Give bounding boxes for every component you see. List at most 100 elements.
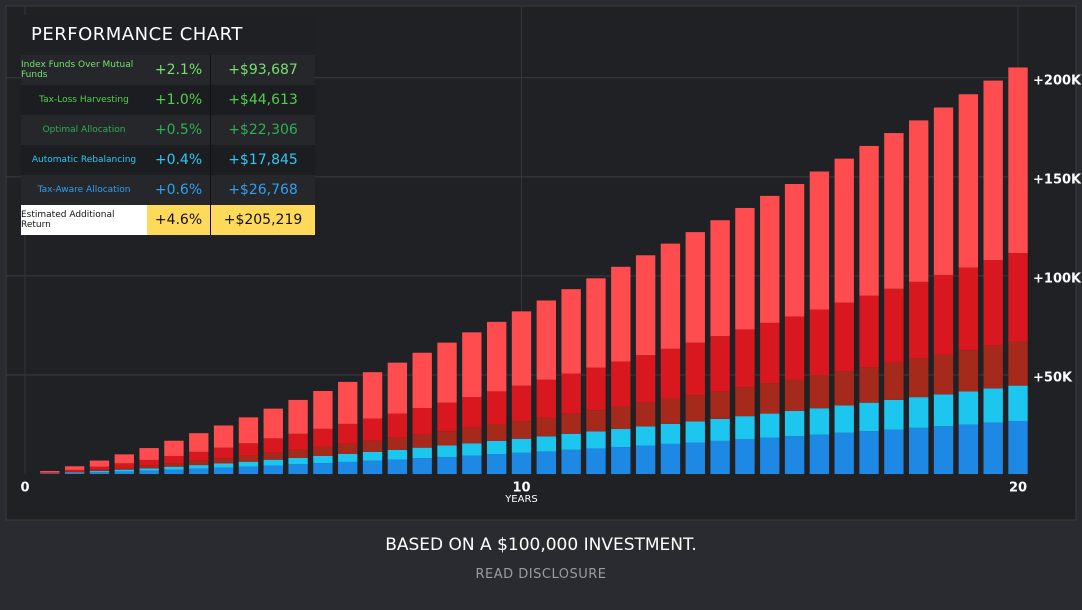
bar-segment	[958, 391, 979, 425]
row-amount: +$17,845	[228, 152, 298, 168]
bar-segment	[486, 391, 507, 425]
row-percent: +0.4%	[147, 145, 211, 175]
bar-segment	[735, 207, 755, 330]
bar-segment	[760, 383, 780, 414]
bar-segment	[238, 455, 259, 462]
bar-segment	[933, 107, 954, 275]
bar-segment	[859, 431, 879, 474]
bar-segment	[64, 473, 85, 474]
bar-segment	[884, 429, 904, 474]
row-label: Index Funds Over Mutual Funds	[21, 60, 134, 80]
bar-segment	[139, 465, 159, 469]
chart: +50K +100K +150K +200K 0 10 20 YEARS	[5, 5, 1082, 521]
row-amount: +$22,306	[228, 122, 298, 138]
bar-segment	[511, 452, 532, 474]
bar-segment	[685, 442, 705, 474]
bar-segment	[710, 336, 730, 392]
bar-segment	[859, 402, 879, 432]
bar-segment	[387, 362, 408, 414]
bar-segment	[462, 427, 482, 444]
bar-segment	[735, 329, 755, 388]
bar-segment	[685, 342, 705, 396]
bar-segment	[635, 402, 656, 427]
row-amount: +$44,613	[228, 92, 298, 108]
bar-segment	[412, 408, 432, 435]
bar-segment	[933, 274, 954, 355]
bar-segment	[809, 309, 830, 376]
x-tick-label: 0	[20, 481, 29, 496]
bar-segment	[586, 410, 606, 432]
bar-segment	[933, 354, 954, 395]
bar-segment	[859, 367, 879, 403]
bar-segment	[64, 472, 85, 474]
bar-segment	[933, 426, 954, 474]
bar-segment	[89, 469, 110, 472]
bar-segment	[660, 443, 681, 474]
bar-segment	[760, 437, 780, 474]
bar-segment	[40, 471, 60, 473]
disclosure-link[interactable]: READ DISCLOSURE	[475, 567, 607, 582]
bar-segment	[958, 424, 979, 474]
bar-segment	[611, 447, 631, 474]
bar-segment	[983, 345, 1003, 389]
total-label: Estimated Additional Return	[21, 205, 147, 235]
bar-segment	[412, 447, 432, 459]
bar-segment	[561, 373, 581, 414]
bar-segment	[834, 302, 854, 372]
bar-segment	[834, 405, 854, 433]
bar-segment	[760, 322, 780, 384]
bar-segment	[884, 362, 904, 400]
bar-segment	[288, 433, 308, 450]
bar-segment	[486, 424, 507, 441]
bar-segment	[437, 342, 457, 403]
table-row: Tax-Aware Allocation +0.6% +$26,768	[21, 175, 315, 205]
bar-segment	[362, 372, 383, 419]
bar-segment	[362, 440, 383, 452]
table-row: Tax-Loss Harvesting +1.0% +$44,613	[21, 85, 315, 115]
bar-segment	[586, 431, 606, 449]
row-percent: +1.0%	[147, 85, 211, 115]
table-title: PERFORMANCE CHART	[21, 15, 315, 55]
bar-segment	[784, 183, 805, 317]
bar-segment	[263, 459, 283, 466]
bar-segment	[238, 466, 259, 474]
bar-segment	[89, 471, 110, 473]
bar-segment	[983, 260, 1003, 346]
bar-segment	[909, 120, 929, 282]
bar-segment	[958, 94, 979, 268]
bar-segment	[338, 453, 358, 462]
bar-segment	[809, 375, 830, 409]
bar-segment	[611, 266, 631, 362]
bar-segment	[40, 472, 60, 474]
x-tick-label: 10	[512, 481, 530, 496]
bar-segment	[536, 379, 557, 418]
bar-segment	[64, 466, 85, 470]
bar-segment	[536, 300, 557, 380]
bar-segment	[89, 466, 110, 470]
bar-segment	[611, 429, 631, 448]
bar-segment	[1008, 253, 1028, 342]
bar-segment	[784, 316, 805, 380]
bar-segment	[1008, 420, 1028, 474]
bar-segment	[139, 468, 159, 471]
bar-segment	[834, 371, 854, 406]
bar-segment	[263, 452, 283, 460]
bar-segment	[313, 390, 333, 429]
bar-segment	[884, 288, 904, 363]
y-tick-label: +50K	[1033, 370, 1073, 385]
bar-segment	[710, 418, 730, 441]
bar-segment	[958, 350, 979, 392]
bar-segment	[586, 367, 606, 411]
bar-segment	[64, 469, 85, 472]
bar-segment	[288, 464, 308, 474]
bar-segment	[561, 413, 581, 434]
bar-segment	[164, 466, 184, 470]
bar-segment	[1008, 341, 1028, 386]
bar-segment	[685, 395, 705, 422]
bar-segment	[387, 437, 408, 450]
investment-note: BASED ON A $100,000 INVESTMENT.	[385, 535, 697, 555]
bar-segment	[89, 472, 110, 474]
bar-segment	[114, 469, 134, 472]
bar-segment	[660, 398, 681, 424]
